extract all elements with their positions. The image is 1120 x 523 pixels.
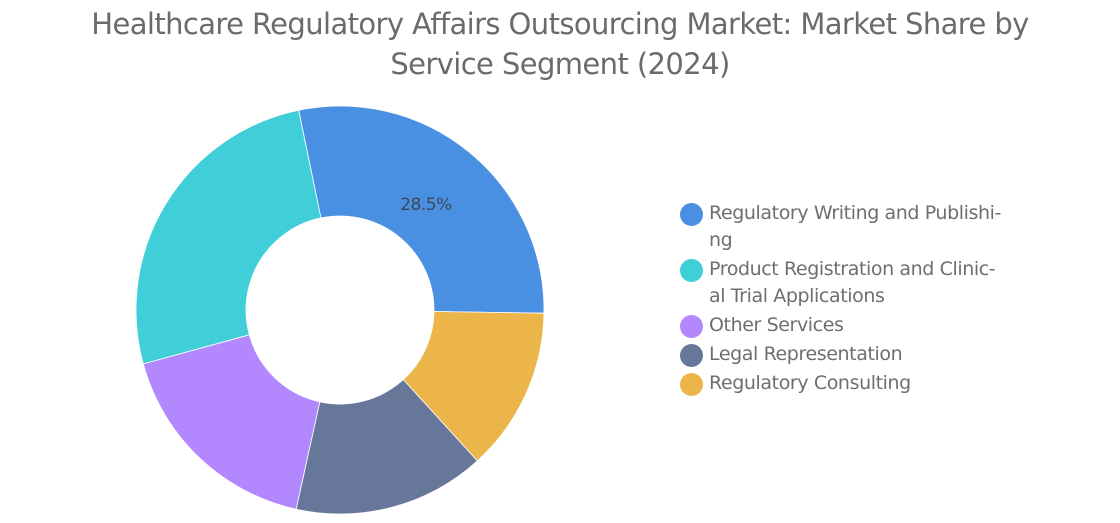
- slice-regulatory-writing-and-publishing[interactable]: [298, 105, 545, 314]
- slice-product-registration-and-clinical-trial-applications[interactable]: [135, 109, 322, 365]
- slice-other-services[interactable]: [142, 334, 321, 510]
- chart-legend: Regulatory Writing and Publishi-ng Produ…: [680, 200, 1040, 399]
- chart-title-line-2: Service Segment (2024): [390, 47, 730, 81]
- legend-item-other-services[interactable]: Other Services: [680, 312, 1040, 339]
- chart-title-line-1: Healthcare Regulatory Affairs Outsourcin…: [91, 7, 1029, 41]
- legend-item-regulatory-writing[interactable]: Regulatory Writing and Publishi-ng: [680, 200, 1040, 254]
- legend-item-product-registration[interactable]: Product Registration and Clinic-al Trial…: [680, 256, 1040, 310]
- legend-item-legal-representation[interactable]: Legal Representation: [680, 341, 1040, 368]
- chart-title: Healthcare Regulatory Affairs Outsourcin…: [0, 4, 1120, 84]
- legend-swatch-icon: [680, 373, 703, 396]
- legend-swatch-icon: [680, 259, 703, 282]
- legend-swatch-icon: [680, 203, 703, 226]
- legend-swatch-icon: [680, 315, 703, 338]
- data-label-regulatory-writing: 28.5%: [400, 195, 452, 215]
- legend-item-regulatory-consulting[interactable]: Regulatory Consulting: [680, 370, 1040, 397]
- donut-slices: [135, 105, 545, 515]
- legend-swatch-icon: [680, 344, 703, 367]
- slice-legal-representation[interactable]: [295, 378, 478, 515]
